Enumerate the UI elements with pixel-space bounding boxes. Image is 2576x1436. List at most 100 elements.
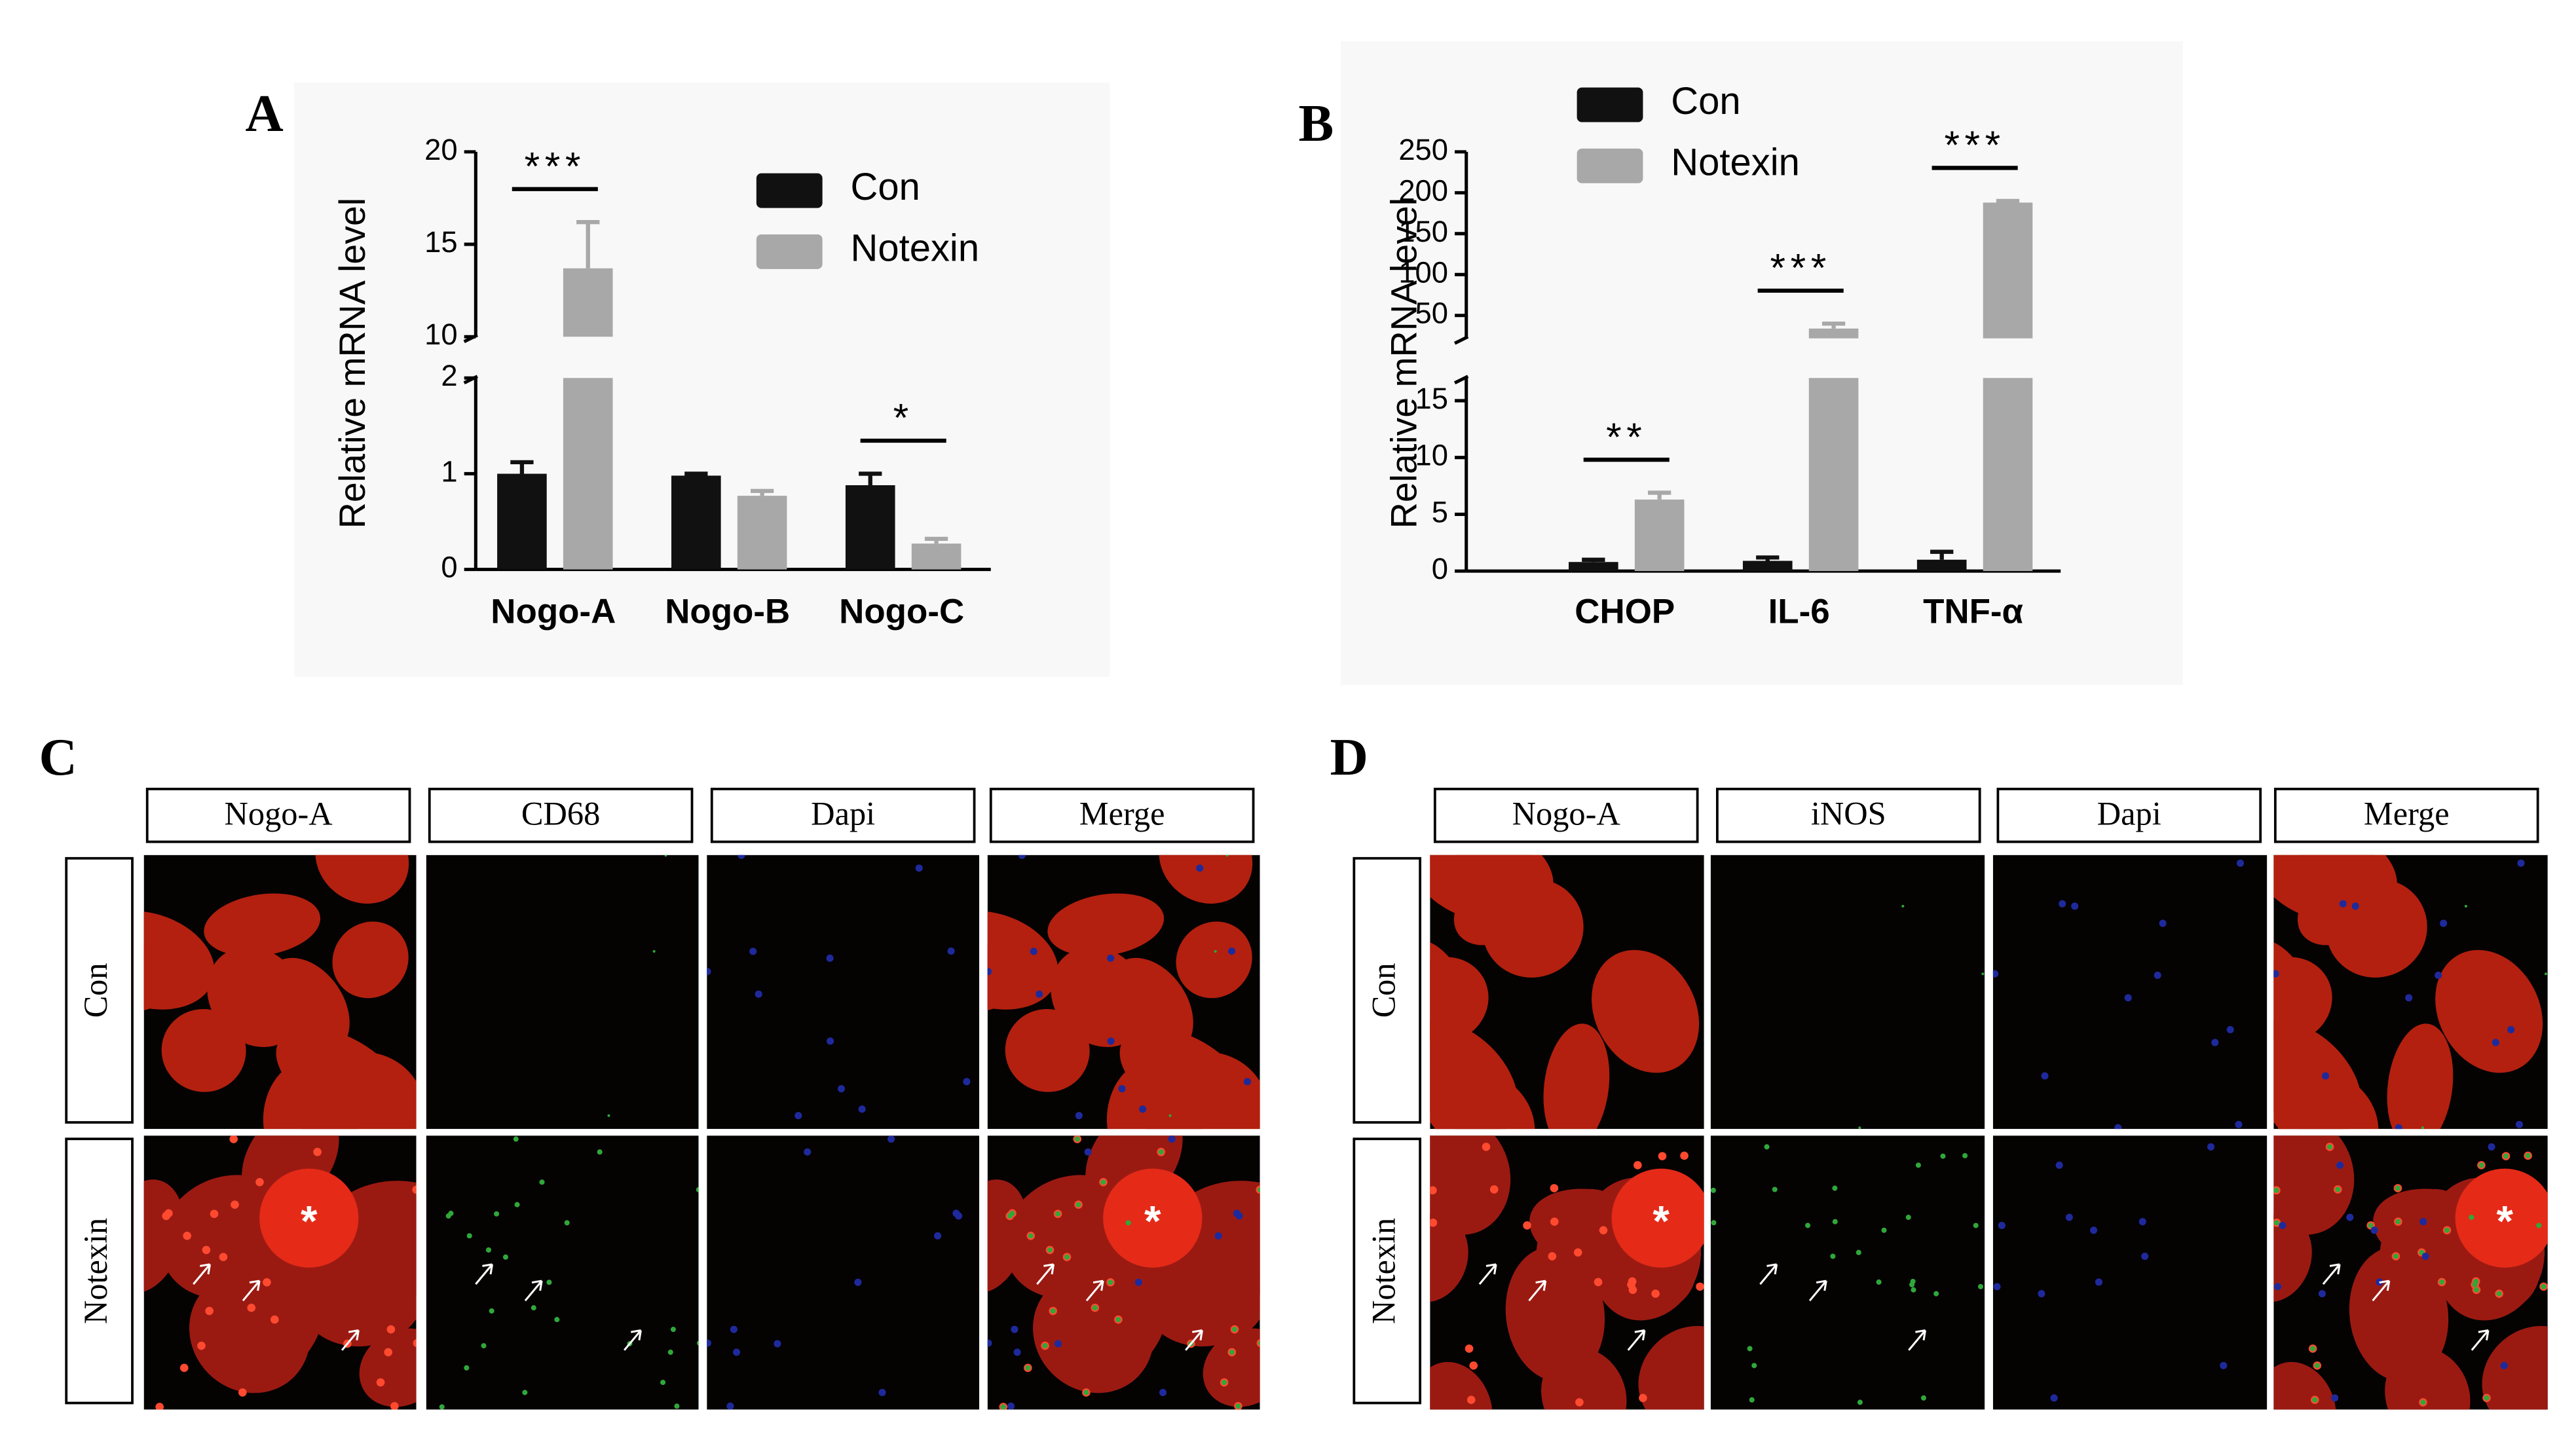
nucleus [2226, 1025, 2234, 1033]
error-bar [576, 220, 600, 268]
green-signal [696, 1340, 699, 1346]
nucleus [1196, 864, 1204, 872]
column-header: CD68 [521, 795, 600, 832]
muscle-fiber [143, 1179, 184, 1293]
green-signal [2484, 1395, 2490, 1401]
speckle [231, 1200, 239, 1209]
muscle-fiber [332, 921, 409, 999]
micrograph-background [1992, 855, 2268, 1130]
column-header: Nogo-A [1512, 795, 1621, 832]
green-signal [1214, 949, 1217, 953]
muscle-fiber [315, 855, 409, 904]
x-tick-label: Nogo-A [491, 593, 616, 631]
axis-break [1453, 375, 1469, 385]
nucleus [2421, 1252, 2429, 1261]
error-bar [1930, 549, 1954, 560]
green-signal [1747, 1346, 1753, 1352]
green-signal [664, 855, 667, 857]
speckle [270, 1315, 279, 1324]
green-signal [1977, 1283, 1984, 1289]
green-signal [1876, 1279, 1882, 1285]
speckle [1523, 1221, 1531, 1230]
micrograph [707, 855, 980, 1130]
green-signal [1905, 1215, 1911, 1221]
nucleus [878, 1389, 886, 1397]
green-signal [667, 1350, 673, 1355]
nucleus [749, 948, 757, 955]
nucleus [2273, 970, 2279, 978]
nucleus [2138, 1218, 2146, 1226]
nucleus [2124, 994, 2132, 1002]
column-header-box [428, 787, 694, 843]
arrow [341, 1329, 360, 1351]
error-bar [1582, 557, 1605, 562]
green-signal [1231, 1327, 1237, 1333]
y-tick-label: 15 [424, 225, 457, 259]
micrograph: * [1430, 1135, 1704, 1410]
nucleus [934, 1232, 942, 1240]
micrograph-background [426, 855, 699, 1130]
panel-background [294, 83, 1110, 677]
micrograph-background [1710, 855, 1985, 1130]
row-header: Con [1365, 963, 1402, 1018]
nucleus [707, 1339, 711, 1347]
micrograph-background [1992, 1135, 2268, 1410]
y-tick-label: 1 [441, 454, 457, 488]
green-signal [1092, 1305, 1098, 1311]
axis-break [1453, 335, 1469, 345]
muscle-fiber [1430, 855, 1554, 923]
nucleus [2050, 1394, 2058, 1402]
muscle-fiber [359, 1328, 417, 1407]
nucleus [2141, 1252, 2149, 1261]
arrow [1185, 1329, 1203, 1351]
green-signal [1075, 1202, 1081, 1207]
green-signal [2314, 1363, 2320, 1369]
nucleus [2351, 902, 2359, 910]
green-signal [522, 1390, 528, 1395]
legend-label: Notexin [851, 227, 980, 269]
panel-label: A [246, 84, 284, 143]
muscle-fiber [143, 911, 215, 1010]
micrograph [1992, 855, 2268, 1130]
bar [737, 496, 787, 570]
green-signal [1751, 1363, 1757, 1369]
error-bar [1821, 322, 1846, 329]
nucleus [1011, 1325, 1018, 1333]
speckle [386, 1325, 396, 1334]
speckle [412, 1185, 417, 1194]
green-signal [439, 1404, 445, 1410]
nucleus [2041, 1072, 2049, 1080]
speckle [1633, 1161, 1642, 1169]
column-header-box [1433, 787, 1699, 843]
arrow [524, 1280, 543, 1302]
nucleus [1235, 1212, 1243, 1220]
green-signal [2421, 1126, 2424, 1130]
green-signal [2473, 1287, 2480, 1293]
green-signal [2273, 1220, 2280, 1226]
green-signal [445, 1213, 451, 1219]
muscle-fiber [2435, 949, 2543, 1073]
muscle-fiber [987, 1179, 1028, 1293]
speckle [1548, 1252, 1557, 1261]
green-signal [466, 1233, 472, 1239]
speckle [1256, 1338, 1260, 1348]
row-header: Notexin [77, 1218, 114, 1324]
green-signal [2368, 1223, 2374, 1228]
muscle-fiber [1430, 1038, 1512, 1130]
bar [1808, 328, 1859, 572]
micrograph: * [143, 1135, 417, 1410]
green-signal [1832, 1185, 1838, 1191]
muscle-fiber [204, 893, 321, 957]
nucleus [1013, 1348, 1021, 1356]
nucleus [1998, 1221, 2006, 1230]
nucleus [2331, 1394, 2339, 1402]
nucleus [1007, 1402, 1015, 1410]
green-signal [2544, 972, 2547, 976]
arrow [1759, 1263, 1778, 1285]
micrograph [143, 855, 417, 1130]
muscle-fiber [1541, 1348, 1627, 1410]
nucleus [2095, 1278, 2103, 1286]
green-signal [1711, 1220, 1717, 1226]
green-signal [1933, 1291, 1939, 1297]
